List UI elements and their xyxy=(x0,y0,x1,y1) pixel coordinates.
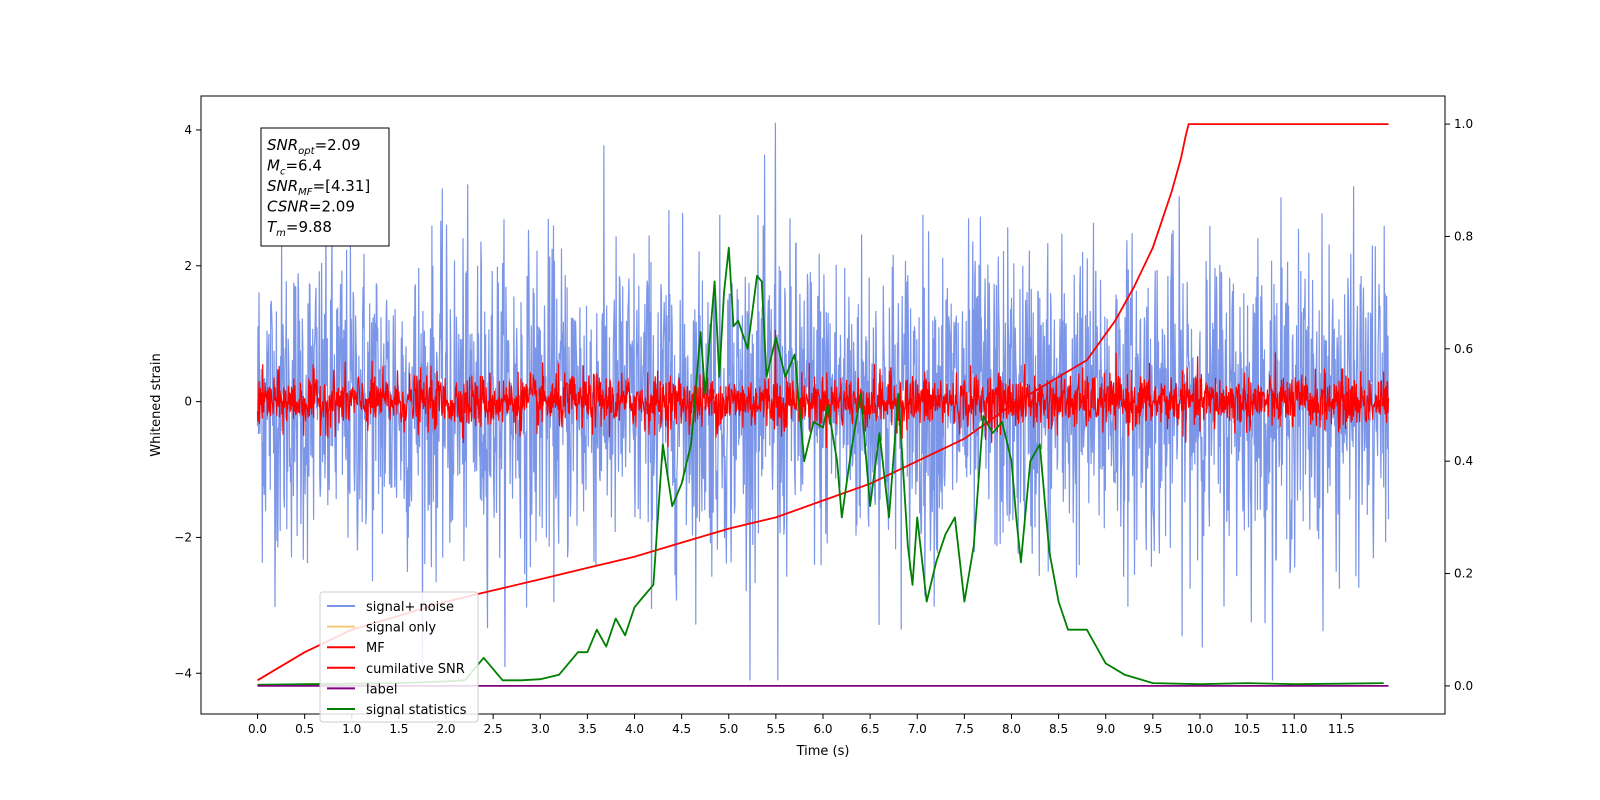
x-tick-label: 2.0 xyxy=(436,722,455,736)
x-tick-label: 4.5 xyxy=(672,722,691,736)
y-tick-label: 0 xyxy=(184,395,192,409)
y-tick-label: −4 xyxy=(174,666,192,680)
legend-label-signal-only: signal only xyxy=(366,621,436,636)
legend-frame xyxy=(319,591,479,723)
y-tick-label: 2 xyxy=(184,259,192,273)
x-tick-label: 7.5 xyxy=(955,722,974,736)
x-tick-label: 11.0 xyxy=(1281,722,1308,736)
legend-label-cumilative-snr: cumilative SNR xyxy=(366,662,465,677)
x-axis-ticks: 0.0 0.5 1.0 1.5 2.0 2.5 3.0 3.5 4.0 4.5 5.0 5.5 6.0 6… xyxy=(248,714,1355,736)
x-tick-label: 0.0 xyxy=(248,722,267,736)
x-tick-label: 5.0 xyxy=(719,722,738,736)
right-tick-label: 1.0 xyxy=(1454,117,1473,131)
legend-label-mf: MF xyxy=(366,641,385,656)
stats-annotation-line: SNRopt=2.09 xyxy=(267,136,361,157)
y-tick-label: 4 xyxy=(184,123,192,137)
x-tick-label: 3.5 xyxy=(578,722,597,736)
legend: signal+ noise signal only MF cumilative SNR… xyxy=(319,591,479,723)
y-axis-ticks: −4 −2 0 2 4 xyxy=(174,123,201,680)
right-tick-label: 0.0 xyxy=(1454,679,1473,693)
x-tick-label: 10.0 xyxy=(1187,722,1214,736)
x-tick-label: 1.5 xyxy=(389,722,408,736)
x-tick-label: 5.5 xyxy=(766,722,785,736)
x-tick-label: 9.0 xyxy=(1096,722,1115,736)
x-tick-label: 1.0 xyxy=(342,722,361,736)
x-axis-label: Time (s) xyxy=(796,744,850,759)
y-axis-label: Whitened strain xyxy=(149,353,164,456)
right-axis-ticks: 0.0 0.2 0.4 0.6 0.8 1.0 xyxy=(1445,117,1473,693)
right-tick-label: 0.2 xyxy=(1454,567,1473,581)
legend-label-signal-noise: signal+ noise xyxy=(366,600,454,615)
y-tick-label: −2 xyxy=(174,530,192,544)
x-tick-label: 4.0 xyxy=(625,722,644,736)
x-tick-label: 3.0 xyxy=(531,722,550,736)
x-tick-label: 8.0 xyxy=(1002,722,1021,736)
x-tick-label: 8.5 xyxy=(1049,722,1068,736)
x-tick-label: 10.5 xyxy=(1234,722,1261,736)
x-tick-label: 11.5 xyxy=(1328,722,1355,736)
series-line-mf xyxy=(256,329,1390,449)
right-tick-label: 0.4 xyxy=(1454,454,1473,468)
x-tick-label: 2.5 xyxy=(484,722,503,736)
x-tick-label: 7.0 xyxy=(908,722,927,736)
legend-label-label: label xyxy=(366,682,397,697)
stats-annotation-line: Tm=9.88 xyxy=(267,218,332,239)
legend-label-signal-statistics: signal statistics xyxy=(366,703,467,718)
stats-annotation-line: CSNR=2.09 xyxy=(267,198,355,216)
series-line-signal-statistics xyxy=(257,246,1384,686)
x-tick-label: 0.5 xyxy=(295,722,314,736)
stats-annotation-line: Mc=6.4 xyxy=(267,157,322,178)
x-tick-label: 6.5 xyxy=(861,722,880,736)
x-tick-label: 6.0 xyxy=(813,722,832,736)
stats-annotation-line: SNRMF=[4.31] xyxy=(267,177,370,198)
x-tick-label: 9.5 xyxy=(1143,722,1162,736)
stats-annotation-frame xyxy=(260,127,390,247)
right-tick-label: 0.6 xyxy=(1454,342,1473,356)
right-tick-label: 0.8 xyxy=(1454,229,1473,243)
